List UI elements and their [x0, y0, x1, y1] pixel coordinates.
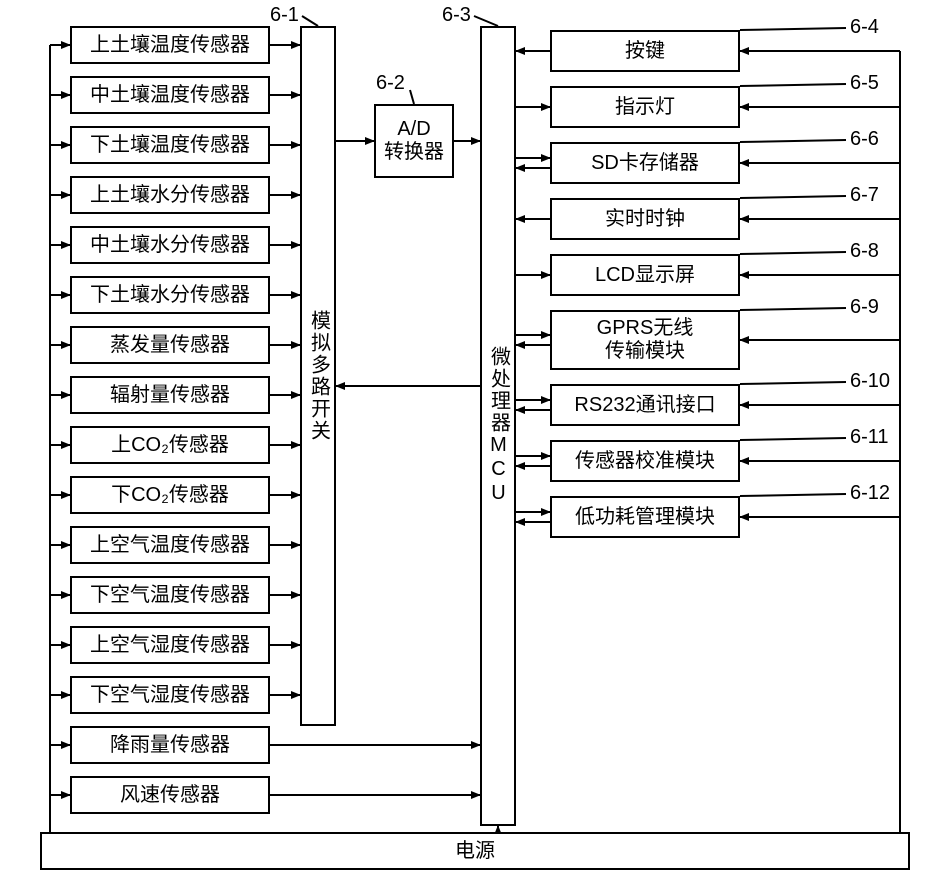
leader-6-12 [740, 494, 846, 496]
analog-mux: 模拟多路开关 [300, 26, 336, 726]
module-box: GPRS无线传输模块 [550, 310, 740, 370]
sensor-box: 上空气湿度传感器 [70, 626, 270, 664]
leader-6-9 [740, 308, 846, 310]
sensor-box: 辐射量传感器 [70, 376, 270, 414]
tag-6-8: 6-8 [850, 240, 879, 263]
sensor-box: 上土壤温度传感器 [70, 26, 270, 64]
tag-6-9: 6-9 [850, 296, 879, 319]
sensor-box: 上土壤水分传感器 [70, 176, 270, 214]
sensor-box: 降雨量传感器 [70, 726, 270, 764]
sensor-box: 上CO₂传感器 [70, 426, 270, 464]
tag-6-2: 6-2 [376, 72, 405, 95]
sensor-box: 下空气湿度传感器 [70, 676, 270, 714]
leader-6-5 [740, 84, 846, 86]
sensor-box: 蒸发量传感器 [70, 326, 270, 364]
sensor-box: 下CO₂传感器 [70, 476, 270, 514]
leader-6-7 [740, 196, 846, 198]
leader-6-4 [740, 28, 846, 30]
module-box: 传感器校准模块 [550, 440, 740, 482]
module-box: 按键 [550, 30, 740, 72]
module-box: RS232通讯接口 [550, 384, 740, 426]
adc-box: A/D转换器 [374, 104, 454, 178]
tag-6-3: 6-3 [442, 4, 471, 27]
leader-6-1 [302, 16, 318, 26]
tag-6-10: 6-10 [850, 370, 890, 393]
leader-6-6 [740, 140, 846, 142]
sensor-box: 中土壤温度传感器 [70, 76, 270, 114]
sensor-box: 下土壤温度传感器 [70, 126, 270, 164]
module-box: SD卡存储器 [550, 142, 740, 184]
tag-6-1: 6-1 [270, 4, 299, 27]
tag-6-11: 6-11 [850, 426, 889, 449]
leader-6-2 [410, 90, 414, 104]
power-box: 电源 [40, 832, 910, 870]
diagram-canvas: 上土壤温度传感器中土壤温度传感器下土壤温度传感器上土壤水分传感器中土壤水分传感器… [0, 0, 935, 880]
tag-6-6: 6-6 [850, 128, 879, 151]
leader-6-3 [474, 16, 498, 26]
sensor-box: 中土壤水分传感器 [70, 226, 270, 264]
leader-6-10 [740, 382, 846, 384]
sensor-box: 风速传感器 [70, 776, 270, 814]
tag-6-7: 6-7 [850, 184, 879, 207]
sensor-box: 上空气温度传感器 [70, 526, 270, 564]
module-box: 低功耗管理模块 [550, 496, 740, 538]
leader-6-8 [740, 252, 846, 254]
tag-6-5: 6-5 [850, 72, 879, 95]
sensor-box: 下空气温度传感器 [70, 576, 270, 614]
module-box: LCD显示屏 [550, 254, 740, 296]
module-box: 指示灯 [550, 86, 740, 128]
mcu-box: 微处理器MCU [480, 26, 516, 826]
sensor-box: 下土壤水分传感器 [70, 276, 270, 314]
leader-6-11 [740, 438, 846, 440]
module-box: 实时时钟 [550, 198, 740, 240]
tag-6-4: 6-4 [850, 16, 879, 39]
tag-6-12: 6-12 [850, 482, 890, 505]
